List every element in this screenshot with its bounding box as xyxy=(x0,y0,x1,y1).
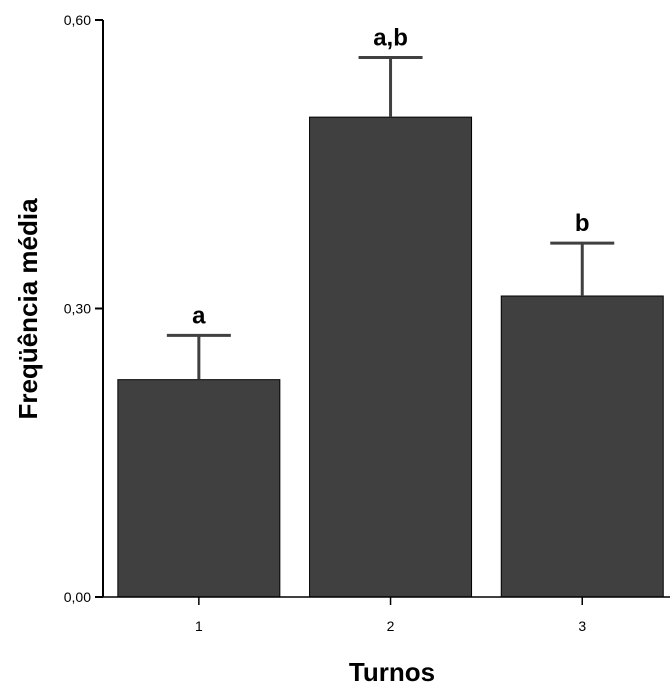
y-tick-label: 0,30 xyxy=(64,301,91,317)
x-tick-label: 3 xyxy=(578,618,586,634)
error-bars xyxy=(166,56,615,380)
significance-label: a xyxy=(192,302,206,329)
bar xyxy=(117,379,281,598)
y-axis-title: Freqüência média xyxy=(13,198,43,420)
significance-label: a,b xyxy=(373,25,408,52)
significance-labels: a a,b b xyxy=(192,25,589,330)
x-ticks: 1 2 3 xyxy=(195,597,586,634)
bar xyxy=(309,116,473,598)
significance-label: b xyxy=(575,210,590,237)
x-axis-title: Turnos xyxy=(349,657,435,684)
y-tick-label: 0,60 xyxy=(64,12,91,28)
x-tick-label: 2 xyxy=(387,618,395,634)
x-tick-label: 1 xyxy=(195,618,203,634)
bar xyxy=(500,295,664,598)
y-ticks: 0,00 0,30 0,60 xyxy=(64,12,103,605)
y-tick-label: 0,00 xyxy=(64,589,91,605)
